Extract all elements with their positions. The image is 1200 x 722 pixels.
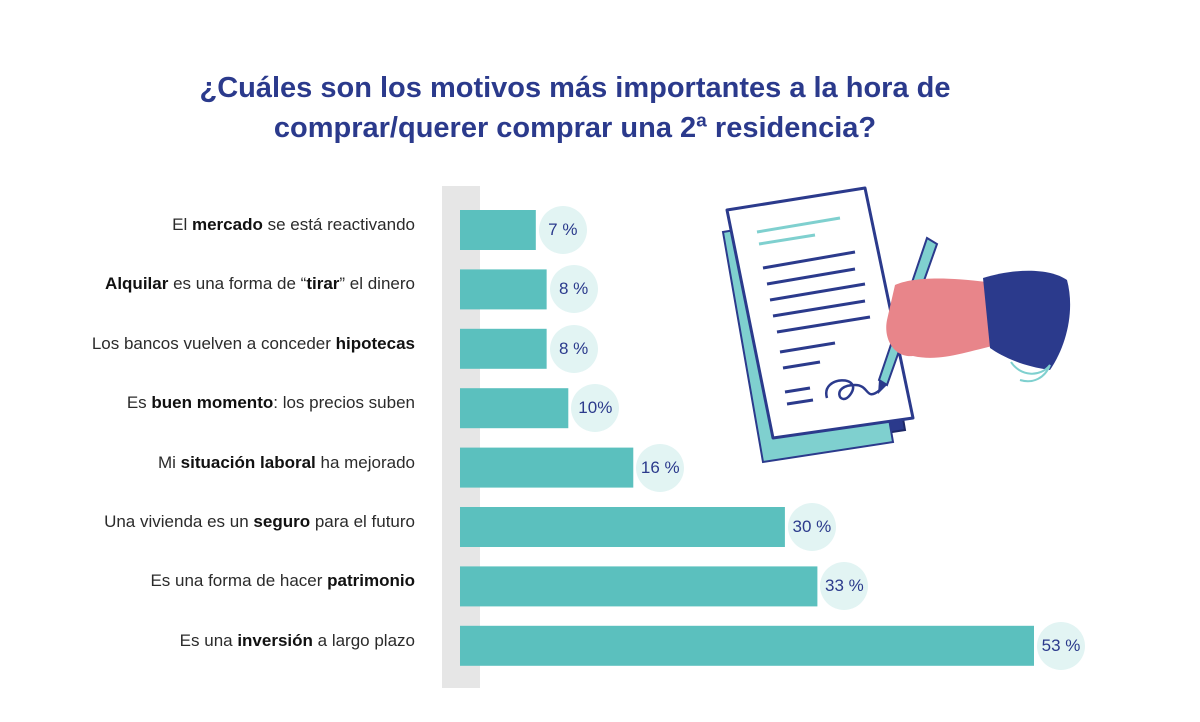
- bar-6: [460, 566, 818, 607]
- value-label-3: 10%: [571, 384, 620, 433]
- category-label-1: Alquilar es una forma de “tirar” el dine…: [105, 274, 415, 294]
- axis-band: [442, 186, 480, 688]
- bar-7: [460, 625, 1034, 666]
- bar-1: [460, 269, 547, 310]
- category-label-5: Una vivienda es un seguro para el futuro: [104, 512, 415, 531]
- chart-title-line-1: ¿Cuáles son los motivos más importantes …: [199, 72, 951, 104]
- category-label-0: El mercado se está reactivando: [172, 215, 415, 234]
- document-stack-icon: [721, 186, 915, 464]
- value-label-0: 7 %: [538, 206, 587, 254]
- value-label-5: 30 %: [787, 503, 836, 551]
- category-label-3: Es buen momento: los precios suben: [126, 393, 415, 413]
- value-label-4: 16 %: [636, 443, 685, 492]
- bar-0: [460, 210, 536, 250]
- category-label-6: Es una forma de hacer patrimonio: [150, 571, 415, 591]
- value-label-1: 8 %: [549, 265, 598, 314]
- bar-5: [460, 507, 785, 547]
- value-label-7: 53 %: [1037, 621, 1085, 670]
- value-label-6: 33 %: [820, 562, 869, 611]
- category-label-4: Mi situación laboral ha mejorado: [158, 452, 415, 472]
- hand-icon: [886, 270, 1071, 383]
- bars-group: [460, 210, 1034, 666]
- chart-title: ¿Cuáles son los motivos más importantes …: [0, 68, 1150, 148]
- category-label-2: Los bancos vuelven a conceder hipotecas: [91, 333, 415, 353]
- bar-4: [460, 447, 634, 488]
- category-label-7: Es una inversión a largo plazo: [179, 630, 415, 650]
- value-label-2: 8 %: [549, 324, 598, 373]
- signing-hand-illustration: [721, 186, 1071, 464]
- chart-title-line-2: comprar/querer comprar una 2ª residencia…: [273, 112, 877, 144]
- bar-2: [460, 328, 547, 369]
- bar-3: [460, 388, 569, 429]
